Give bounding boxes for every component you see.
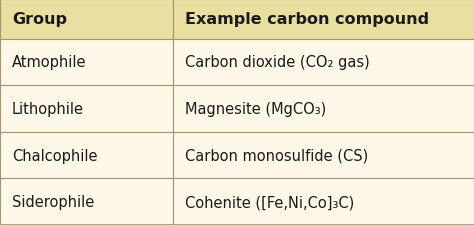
Text: Example carbon compound: Example carbon compound [185,12,429,27]
Bar [0,179,173,225]
Bar [173,39,474,86]
Bar [0,86,173,132]
Text: Group: Group [12,12,67,27]
Text: Magnesite (MgCO₃): Magnesite (MgCO₃) [185,101,326,117]
Bar [173,0,474,39]
Bar [173,86,474,132]
Text: Carbon monosulfide (CS): Carbon monosulfide (CS) [185,148,368,163]
Text: Lithophile: Lithophile [12,101,84,117]
Text: Carbon dioxide (CO₂ gas): Carbon dioxide (CO₂ gas) [185,55,370,70]
Bar [0,132,173,179]
Bar [173,132,474,179]
Bar [0,0,173,39]
Bar [0,39,173,86]
Text: Atmophile: Atmophile [12,55,86,70]
Bar [173,179,474,225]
Text: Cohenite ([Fe,Ni,Co]₃C): Cohenite ([Fe,Ni,Co]₃C) [185,194,354,209]
Text: Siderophile: Siderophile [12,194,94,209]
Text: Chalcophile: Chalcophile [12,148,97,163]
